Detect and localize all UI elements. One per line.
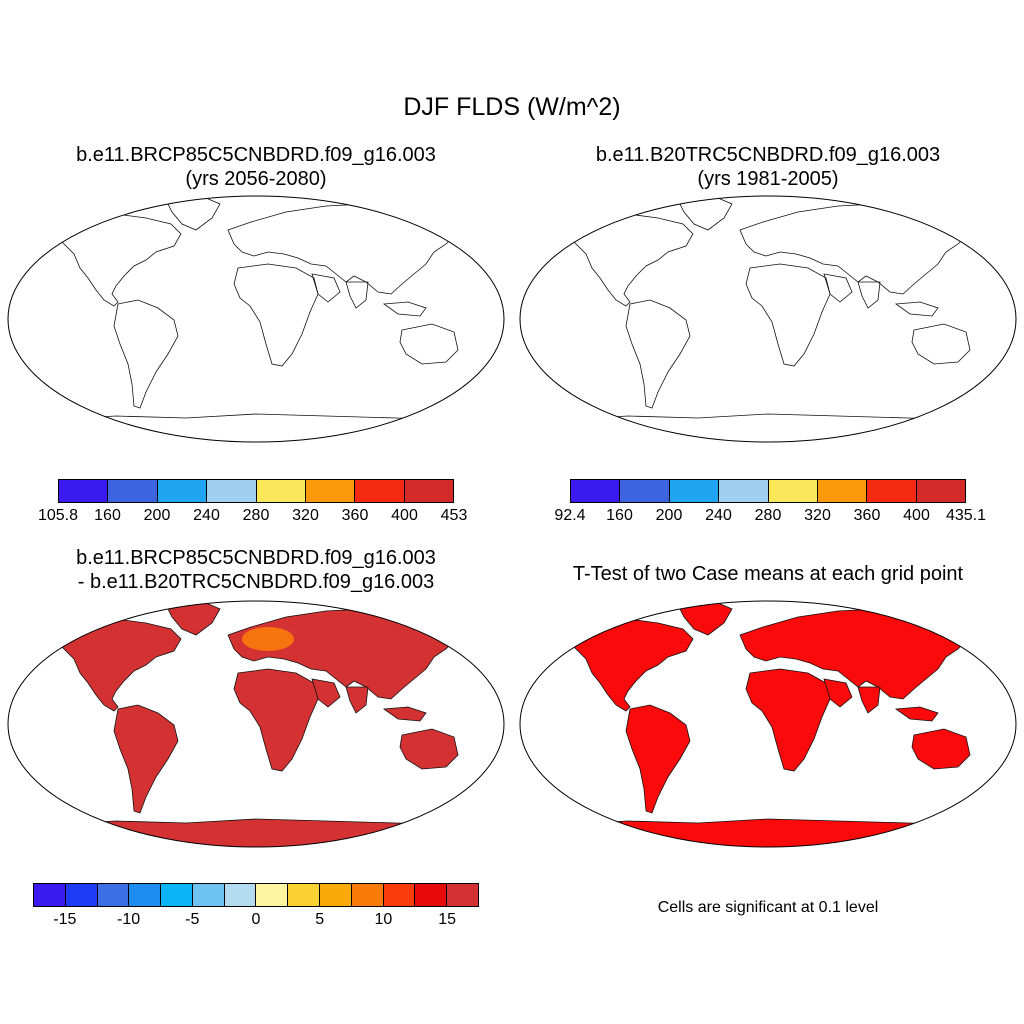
map-panel-1 — [7, 195, 505, 443]
colorbar-tick-label: -15 — [53, 911, 77, 928]
colorbar-tick-label: 5 — [315, 911, 325, 928]
colorbar-swatch — [34, 884, 66, 906]
colorbar-tick-label: 435.1 — [945, 507, 987, 524]
colorbar-tick-label: -5 — [185, 911, 200, 928]
panel-1-title: b.e11.BRCP85C5CNBDRD.f09_g16.003 (yrs 20… — [6, 143, 506, 191]
colorbar-tick-label: 160 — [606, 507, 633, 524]
colorbar-swatch — [447, 884, 478, 906]
colorbar-swatch — [669, 480, 720, 502]
panel-4-title: T-Test of two Case means at each grid po… — [518, 562, 1018, 586]
colorbar-3 — [33, 883, 479, 907]
colorbar-tick-label: 92.4 — [554, 507, 586, 524]
colorbar-swatch — [59, 480, 109, 502]
significance-note: Cells are significant at 0.1 level — [657, 899, 879, 916]
colorbar-tick-label: 360 — [341, 507, 369, 524]
colorbar-tick-label: 320 — [804, 507, 831, 524]
main-title: DJF FLDS (W/m^2) — [403, 93, 621, 121]
panel-3-title: b.e11.BRCP85C5CNBDRD.f09_g16.003 - b.e11… — [6, 546, 506, 594]
colorbar-swatch — [867, 480, 917, 502]
colorbar-swatch — [620, 480, 670, 502]
panel-1-title-line2: (yrs 2056-2080) — [185, 168, 327, 190]
map-panel-2 — [519, 195, 1017, 443]
colorbar-swatch — [129, 884, 162, 906]
colorbar-tick-label: 200 — [655, 507, 683, 524]
colorbar-swatch — [916, 480, 965, 502]
colorbar-swatch — [256, 480, 306, 502]
colorbar-swatch — [719, 480, 769, 502]
colorbar-swatch — [355, 480, 405, 502]
colorbar-swatch — [207, 480, 257, 502]
colorbar-tick-label: 10 — [374, 911, 393, 928]
colorbar-tick-label: 360 — [853, 507, 881, 524]
panel-2-title: b.e11.B20TRC5CNBDRD.f09_g16.003 (yrs 198… — [518, 143, 1018, 191]
colorbar-tick-label: 400 — [391, 507, 418, 524]
colorbar-swatch — [305, 480, 356, 502]
colorbar-swatch — [65, 884, 98, 906]
colorbar-swatch — [161, 884, 193, 906]
colorbar-tick-label: 280 — [754, 507, 782, 524]
colorbar-tick-label: 240 — [705, 507, 732, 524]
colorbar-swatch — [320, 884, 352, 906]
colorbar-tick-label: 453 — [440, 507, 468, 524]
colorbar-tick-label: 160 — [94, 507, 121, 524]
colorbar-swatch — [108, 480, 158, 502]
colorbar-swatch — [383, 884, 416, 906]
colorbar-swatch — [288, 884, 321, 906]
colorbar-3-labels: -15 -10 -5 0 5 10 15 — [33, 911, 479, 931]
panel-3-title-line2: - b.e11.B20TRC5CNBDRD.f09_g16.003 — [77, 571, 435, 593]
panel-2-title-line1: b.e11.B20TRC5CNBDRD.f09_g16.003 — [595, 144, 941, 166]
colorbar-swatch — [817, 480, 868, 502]
colorbar-swatch — [256, 884, 289, 906]
colorbar-1 — [58, 479, 454, 503]
colorbar-tick-label: 200 — [143, 507, 171, 524]
colorbar-tick-label: -10 — [117, 911, 141, 928]
panel-4-title-line1: T-Test of two Case means at each grid po… — [572, 563, 964, 585]
colorbar-2 — [570, 479, 966, 503]
colorbar-swatch — [768, 480, 818, 502]
colorbar-1-labels: 105.8 160 200 240 280 320 360 400 453 — [38, 507, 467, 527]
colorbar-tick-label: 105.8 — [37, 507, 79, 524]
colorbar-swatch — [351, 884, 384, 906]
panel-2-title-line2: (yrs 1981-2005) — [697, 168, 839, 190]
colorbar-tick-label: 400 — [903, 507, 930, 524]
map-panel-4 — [519, 600, 1017, 848]
map-panel-3 — [7, 600, 505, 848]
colorbar-2-labels: 92.4 160 200 240 280 320 360 400 435.1 — [554, 507, 986, 527]
colorbar-tick-label: 15 — [438, 911, 457, 928]
colorbar-tick-label: 320 — [292, 507, 319, 524]
colorbar-swatch — [192, 884, 225, 906]
colorbar-swatch — [415, 884, 448, 906]
colorbar-tick-label: 280 — [242, 507, 270, 524]
colorbar-tick-label: 0 — [251, 911, 261, 928]
panel-1-title-line1: b.e11.BRCP85C5CNBDRD.f09_g16.003 — [76, 144, 436, 166]
colorbar-tick-label: 240 — [193, 507, 220, 524]
colorbar-swatch — [157, 480, 208, 502]
colorbar-swatch — [404, 480, 453, 502]
colorbar-swatch — [97, 884, 130, 906]
colorbar-swatch — [571, 480, 621, 502]
colorbar-swatch — [224, 884, 257, 906]
panel-3-title-line1: b.e11.BRCP85C5CNBDRD.f09_g16.003 — [76, 547, 436, 569]
